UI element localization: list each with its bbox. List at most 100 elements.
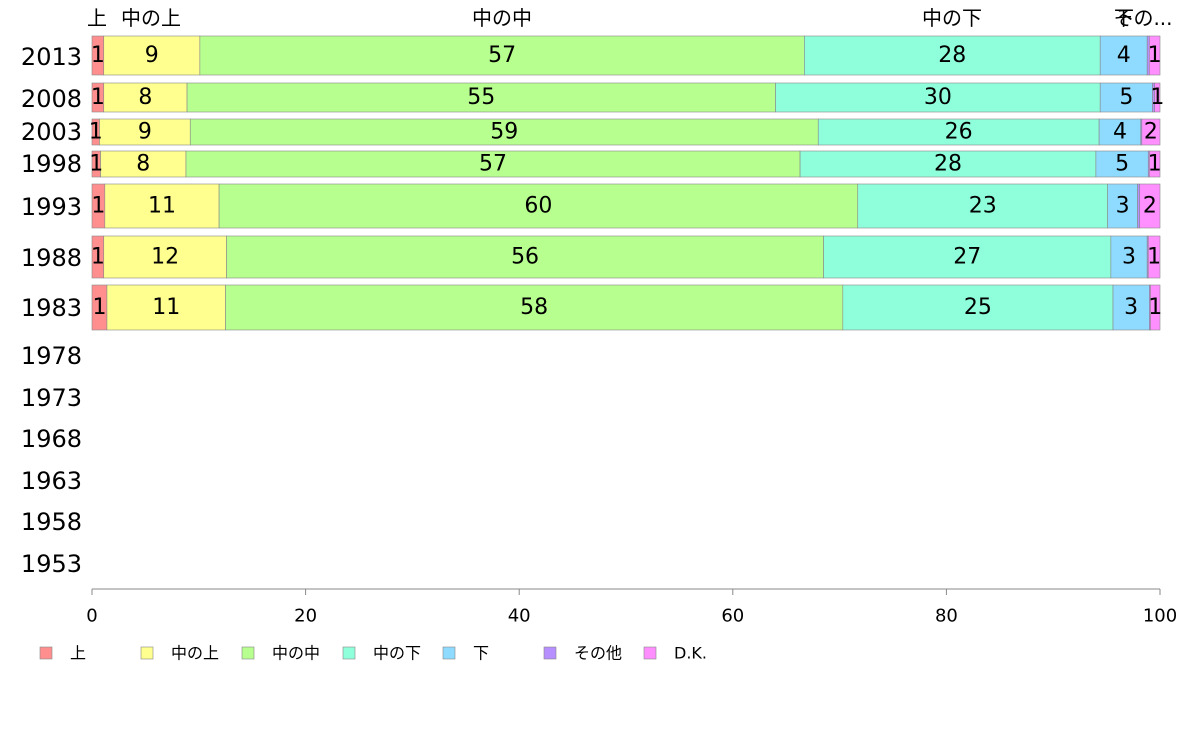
bar-segment bbox=[225, 284, 844, 331]
legend-label: 下 bbox=[473, 644, 489, 663]
x-tick-label: 60 bbox=[721, 606, 744, 627]
bar-value-label: 1 bbox=[1148, 152, 1162, 177]
bar-value-label: 5 bbox=[1115, 152, 1129, 177]
bar-value-label: 25 bbox=[964, 295, 992, 320]
y-tick-label: 1973 bbox=[21, 384, 82, 412]
legend-swatch bbox=[140, 646, 154, 660]
bar-segment bbox=[842, 284, 1114, 331]
y-tick-label: 1963 bbox=[21, 467, 82, 495]
bar-value-label: 60 bbox=[524, 194, 552, 219]
bar-value-label: 9 bbox=[145, 43, 159, 68]
bar-value-label: 30 bbox=[924, 85, 952, 110]
x-axis: 0 20 40 60 80 100 bbox=[86, 588, 1177, 627]
bar-value-label: 28 bbox=[934, 152, 962, 177]
bar-value-label: 58 bbox=[520, 295, 548, 320]
bar-segment bbox=[817, 118, 1100, 146]
bar-value-label: 1 bbox=[91, 194, 105, 219]
bar-segment bbox=[1141, 118, 1161, 146]
bar-value-label: 1 bbox=[92, 295, 106, 320]
bar-value-label: 2 bbox=[1143, 194, 1157, 219]
y-tick-label: 1983 bbox=[21, 294, 82, 322]
bar-segment bbox=[823, 235, 1112, 279]
legend-label: 上 bbox=[70, 644, 86, 663]
legend-swatch bbox=[342, 646, 356, 660]
legend-label: その他 bbox=[574, 644, 622, 663]
legend: 上 中の上 中の中 中の下 下 その他 D.K. bbox=[39, 644, 707, 663]
bar-segment bbox=[857, 183, 1108, 229]
bar-segment bbox=[106, 284, 226, 331]
legend-swatch bbox=[442, 646, 456, 660]
legend-label: 中の上 bbox=[171, 644, 219, 663]
bar-segment bbox=[100, 150, 187, 178]
legend-label: 中の中 bbox=[272, 644, 320, 663]
legend-swatch bbox=[543, 646, 557, 660]
y-axis-labels: 2013 2008 2003 1998 1993 1988 1983 1978 1973 1968… bbox=[21, 43, 82, 578]
bar-segment bbox=[1137, 183, 1141, 229]
bar-value-label: 8 bbox=[136, 152, 150, 177]
legend-swatch bbox=[643, 646, 657, 660]
bar-value-label: 1 bbox=[91, 245, 105, 270]
legend-swatch bbox=[39, 646, 53, 660]
bar-segment bbox=[1112, 284, 1150, 331]
top-series-label: 下 bbox=[1114, 6, 1134, 30]
bar-value-label: 9 bbox=[138, 120, 152, 145]
y-tick-label: 1968 bbox=[21, 425, 82, 453]
bar-value-label: 28 bbox=[938, 43, 966, 68]
bar-value-label: 26 bbox=[945, 120, 973, 145]
legend-label: D.K. bbox=[674, 644, 707, 663]
top-series-label: 上 bbox=[87, 6, 107, 30]
y-tick-label: 1988 bbox=[21, 244, 82, 272]
legend-label: 中の下 bbox=[373, 644, 421, 663]
legend-swatch bbox=[241, 646, 255, 660]
bar-segment bbox=[103, 82, 188, 113]
bar-segment bbox=[1110, 235, 1148, 279]
y-tick-label: 1958 bbox=[21, 508, 82, 536]
bar-segment bbox=[218, 183, 859, 229]
bar-segment bbox=[99, 118, 191, 146]
bar-value-label: 1 bbox=[89, 152, 103, 177]
bar-value-label: 4 bbox=[1113, 120, 1127, 145]
x-tick-label: 20 bbox=[294, 606, 317, 627]
bar-value-label: 55 bbox=[467, 85, 495, 110]
bar-value-label: 1 bbox=[1147, 245, 1161, 270]
bar-segment bbox=[186, 82, 776, 113]
bars-layer bbox=[91, 35, 1161, 331]
bar-value-label: 1 bbox=[91, 85, 105, 110]
bar-segment bbox=[1098, 118, 1142, 146]
bar-value-label: 3 bbox=[1122, 245, 1136, 270]
top-series-label: 中の上 bbox=[121, 6, 181, 30]
top-series-label: 中の下 bbox=[922, 6, 982, 30]
bar-segment bbox=[1149, 150, 1161, 178]
x-tick-label: 100 bbox=[1143, 606, 1177, 627]
top-series-label: その... bbox=[1113, 6, 1172, 30]
y-tick-label: 2013 bbox=[21, 43, 82, 71]
bar-value-label: 2 bbox=[1144, 120, 1158, 145]
y-tick-label: 2008 bbox=[21, 85, 82, 113]
bar-value-label: 56 bbox=[511, 245, 539, 270]
bar-segment bbox=[185, 150, 801, 178]
bar-segment bbox=[1139, 183, 1161, 229]
bar-value-label: 3 bbox=[1124, 295, 1138, 320]
bar-value-label: 5 bbox=[1119, 85, 1133, 110]
y-tick-label: 1978 bbox=[21, 342, 82, 370]
bar-segment bbox=[189, 118, 819, 146]
bar-value-label: 23 bbox=[969, 194, 997, 219]
bar-value-label: 12 bbox=[151, 245, 179, 270]
bar-value-label: 8 bbox=[138, 85, 152, 110]
bar-value-label: 1 bbox=[91, 43, 105, 68]
bar-value-label: 57 bbox=[488, 43, 516, 68]
bar-segment bbox=[199, 35, 805, 76]
bar-segment bbox=[1099, 82, 1153, 113]
bar-value-label: 11 bbox=[152, 295, 180, 320]
bar-segment bbox=[799, 150, 1097, 178]
bar-value-label: 1 bbox=[1148, 295, 1162, 320]
x-tick-label: 0 bbox=[86, 606, 97, 627]
y-tick-label: 1993 bbox=[21, 193, 82, 221]
y-tick-label: 2003 bbox=[21, 118, 82, 146]
bar-segment bbox=[104, 183, 220, 229]
bar-segment bbox=[775, 82, 1101, 113]
bar-value-label: 1 bbox=[1150, 85, 1164, 110]
bar-value-label: 59 bbox=[490, 120, 518, 145]
